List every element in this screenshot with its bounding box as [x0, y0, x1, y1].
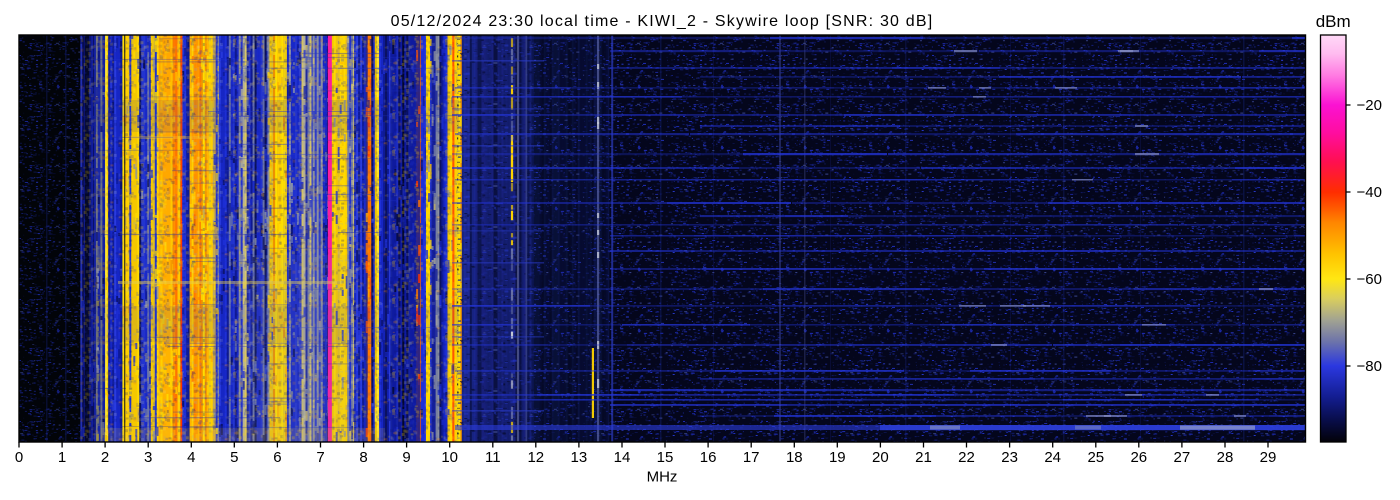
svg-text:29: 29 — [1260, 449, 1277, 466]
svg-text:28: 28 — [1217, 449, 1234, 466]
svg-text:−60: −60 — [1357, 271, 1382, 288]
svg-text:MHz: MHz — [647, 469, 678, 486]
svg-text:15: 15 — [657, 449, 674, 466]
svg-text:dBm: dBm — [1316, 12, 1351, 31]
svg-text:26: 26 — [1130, 449, 1147, 466]
svg-text:05/12/2024 23:30 local time -: 05/12/2024 23:30 local time - KIWI_2 - S… — [391, 13, 934, 30]
svg-text:13: 13 — [571, 449, 588, 466]
svg-text:6: 6 — [273, 449, 281, 466]
svg-text:7: 7 — [316, 449, 324, 466]
svg-text:−20: −20 — [1357, 97, 1382, 114]
svg-text:14: 14 — [614, 449, 631, 466]
svg-text:0: 0 — [15, 449, 23, 466]
svg-text:18: 18 — [786, 449, 803, 466]
svg-text:21: 21 — [915, 449, 932, 466]
svg-text:5: 5 — [230, 449, 238, 466]
svg-text:17: 17 — [743, 449, 760, 466]
svg-text:20: 20 — [872, 449, 889, 466]
svg-text:27: 27 — [1174, 449, 1191, 466]
svg-text:8: 8 — [359, 449, 367, 466]
svg-text:23: 23 — [1001, 449, 1018, 466]
svg-text:16: 16 — [700, 449, 717, 466]
svg-text:10: 10 — [441, 449, 458, 466]
svg-text:24: 24 — [1044, 449, 1061, 466]
svg-text:4: 4 — [187, 449, 195, 466]
svg-text:3: 3 — [144, 449, 152, 466]
svg-text:25: 25 — [1087, 449, 1104, 466]
svg-text:22: 22 — [958, 449, 975, 466]
svg-text:2: 2 — [101, 449, 109, 466]
svg-text:11: 11 — [485, 449, 501, 466]
svg-text:19: 19 — [829, 449, 846, 466]
svg-text:−80: −80 — [1357, 358, 1382, 375]
svg-text:9: 9 — [402, 449, 410, 466]
svg-text:1: 1 — [58, 449, 66, 466]
svg-text:−40: −40 — [1357, 184, 1382, 201]
svg-text:12: 12 — [527, 449, 544, 466]
